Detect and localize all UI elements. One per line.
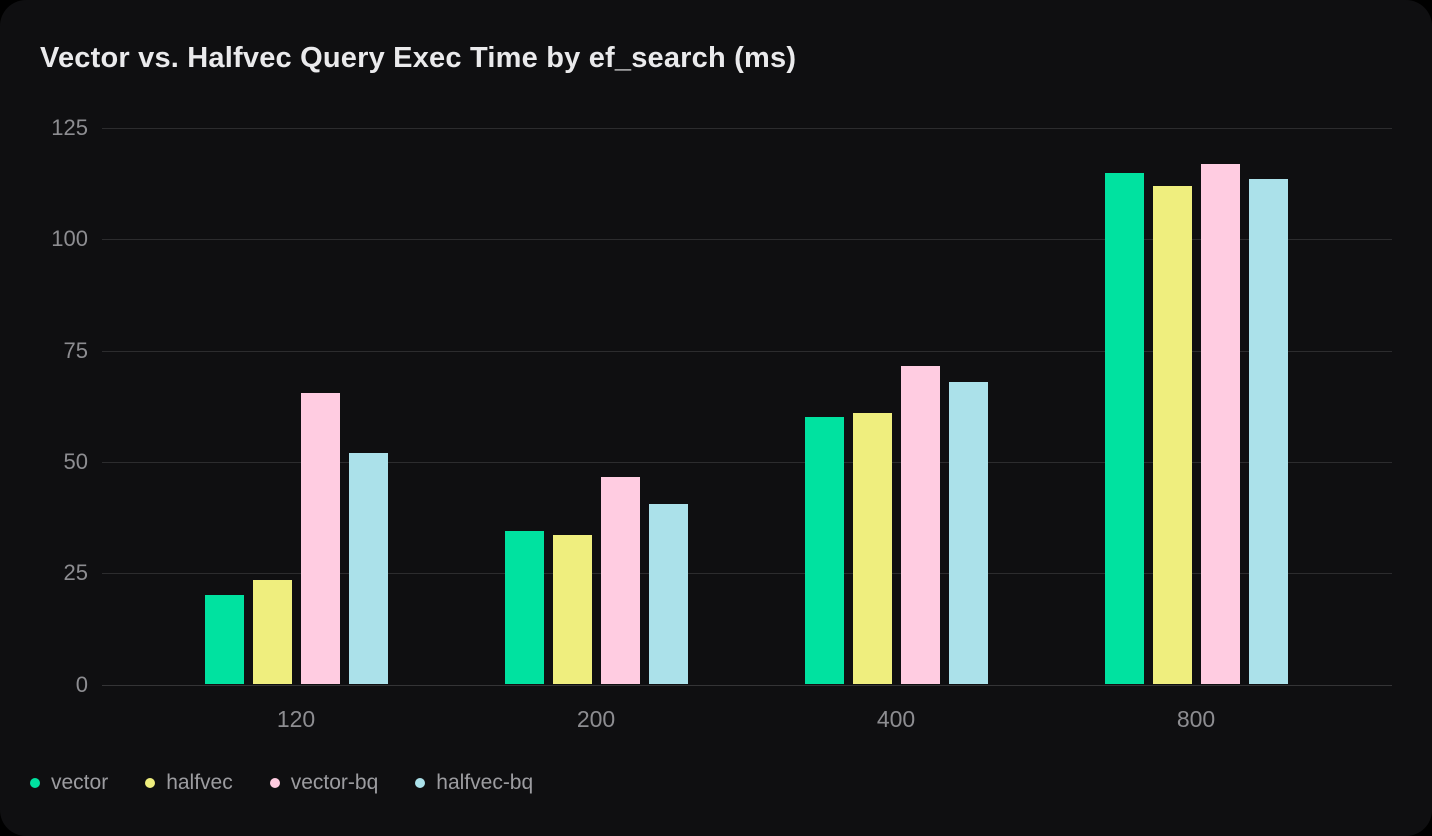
gridline-y-125	[102, 128, 1392, 129]
gridline-y-0	[102, 684, 1392, 686]
bar-vector-400	[804, 417, 844, 685]
bar-vector-120	[204, 595, 244, 685]
bar-vector-bq-200	[600, 477, 640, 685]
legend-label-vector-bq: vector-bq	[290, 771, 379, 794]
gridline-y-100	[102, 239, 1392, 241]
bar-halfvec-bq-800	[1248, 179, 1288, 685]
x-axis-tick-200: 200	[576, 706, 616, 732]
legend-dot-vector-bq	[269, 778, 280, 788]
gridline-y-25	[102, 573, 1392, 575]
legend-dot-halfvec	[145, 778, 156, 788]
gridline-y-50	[102, 461, 1392, 463]
bar-halfvec-800	[1152, 185, 1192, 685]
x-axis-tick-400: 400	[876, 706, 916, 732]
y-axis-tick-0: 0	[75, 671, 88, 697]
bar-halfvec-400	[852, 412, 892, 685]
legend-dot-halfvec-bq	[415, 778, 426, 788]
y-axis-tick-75: 75	[63, 337, 88, 363]
y-axis-tick-50: 50	[63, 448, 88, 474]
gridline-y-75	[102, 350, 1392, 352]
x-axis-tick-800: 800	[1176, 706, 1216, 732]
bar-vector-bq-400	[900, 366, 940, 685]
legend-label-halfvec: halfvec	[166, 771, 233, 794]
legend-dot-vector	[30, 778, 40, 788]
bar-halfvec-120	[252, 579, 292, 685]
bar-vector-200	[504, 530, 544, 685]
bar-vector-bq-120	[300, 392, 340, 685]
y-axis-tick-100: 100	[51, 226, 88, 252]
legend-item-vector[interactable]: vector	[30, 771, 108, 795]
bar-vector-800	[1104, 172, 1144, 685]
y-axis-tick-25: 25	[63, 560, 88, 586]
legend-item-vector-bq[interactable]: vector-bq	[269, 771, 379, 795]
legend: vector halfvec vector-bq halfvec-bq	[30, 771, 533, 795]
legend-item-halfvec[interactable]: halfvec	[145, 771, 233, 795]
bar-halfvec-200	[552, 535, 592, 685]
bar-halfvec-bq-120	[348, 452, 388, 685]
chart-title: Vector vs. Halfvec Query Exec Time by ef…	[40, 42, 797, 74]
x-axis-tick-120: 120	[276, 706, 316, 732]
bar-vector-bq-800	[1200, 163, 1240, 685]
legend-label-halfvec-bq: halfvec-bq	[436, 771, 534, 794]
legend-label-vector: vector	[51, 771, 109, 794]
bar-halfvec-bq-200	[648, 504, 688, 685]
legend-item-halfvec-bq[interactable]: halfvec-bq	[415, 771, 533, 795]
bar-halfvec-bq-400	[948, 381, 988, 685]
y-axis-tick-125: 125	[51, 115, 88, 140]
